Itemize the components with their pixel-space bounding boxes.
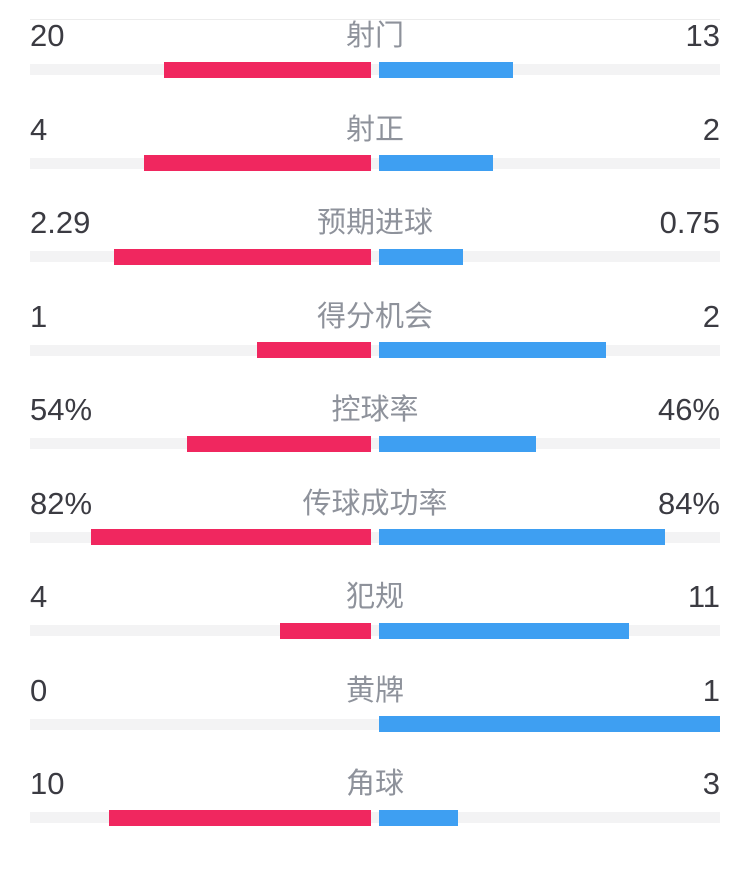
away-bar <box>379 342 607 358</box>
stat-label: 预期进球 <box>316 207 433 239</box>
home-value: 2.29 <box>30 205 91 240</box>
home-bar <box>164 61 371 78</box>
stat-row: 20 射门 13 <box>0 0 750 94</box>
home-value: 4 <box>30 579 48 614</box>
away-bar <box>379 435 536 452</box>
away-bar <box>379 248 464 265</box>
away-bar <box>379 716 720 732</box>
home-bar <box>280 622 371 639</box>
bar-track <box>30 812 720 823</box>
stat-row: 54% 控球率 46% <box>0 374 750 468</box>
away-value: 2 <box>702 298 720 334</box>
stat-label: 射正 <box>345 113 404 146</box>
stat-row: 4 犯规 11 <box>0 561 750 655</box>
stat-row: 2.29 预期进球 0.75 <box>0 187 750 281</box>
stat-label: 得分机会 <box>316 300 433 333</box>
stat-label: 控球率 <box>331 394 419 426</box>
away-value: 0.75 <box>659 205 720 240</box>
away-bar <box>379 529 666 545</box>
bottom-divider <box>30 19 720 20</box>
home-value: 4 <box>30 111 48 147</box>
stat-label: 传球成功率 <box>302 487 448 520</box>
home-value: 10 <box>30 766 65 801</box>
stat-label: 犯规 <box>345 581 404 613</box>
home-value: 0 <box>30 672 48 708</box>
bar-track <box>30 344 720 356</box>
home-bar <box>114 248 371 265</box>
home-bar <box>186 435 371 452</box>
bar-track <box>30 64 720 75</box>
away-value: 3 <box>702 766 720 801</box>
stat-label: 黄牌 <box>345 674 404 707</box>
bar-track <box>30 531 720 543</box>
home-value: 20 <box>30 18 65 53</box>
away-bar <box>379 61 514 78</box>
stat-row: 10 角球 3 <box>0 748 750 842</box>
away-value: 46% <box>657 392 720 427</box>
away-value: 1 <box>702 672 720 708</box>
stat-row: 82% 传球成功率 84% <box>0 468 750 562</box>
home-bar <box>143 155 371 171</box>
home-value: 82% <box>30 485 93 521</box>
bar-track <box>30 438 720 449</box>
away-value: 2 <box>702 111 720 147</box>
away-bar <box>379 809 458 826</box>
stat-row: 4 射正 2 <box>0 94 750 188</box>
away-value: 11 <box>687 579 720 614</box>
home-value: 1 <box>30 298 48 334</box>
away-value: 13 <box>685 18 720 53</box>
home-bar <box>108 809 371 826</box>
stat-row: 1 得分机会 2 <box>0 281 750 375</box>
away-bar <box>379 622 629 639</box>
bar-track <box>30 718 720 730</box>
stat-label: 角球 <box>345 768 404 800</box>
stat-row: 0 黄牌 1 <box>0 655 750 749</box>
home-bar <box>257 342 371 358</box>
bar-track <box>30 625 720 636</box>
home-value: 54% <box>30 392 93 427</box>
bar-track <box>30 157 720 169</box>
away-value: 84% <box>657 485 720 521</box>
home-bar <box>91 529 371 545</box>
stat-label: 射门 <box>345 20 404 52</box>
stats-list: 20 射门 13 4 射正 2 2.29 预期进球 0.75 1 得分机会 2 … <box>0 0 750 842</box>
away-bar <box>379 155 493 171</box>
bar-track <box>30 251 720 262</box>
